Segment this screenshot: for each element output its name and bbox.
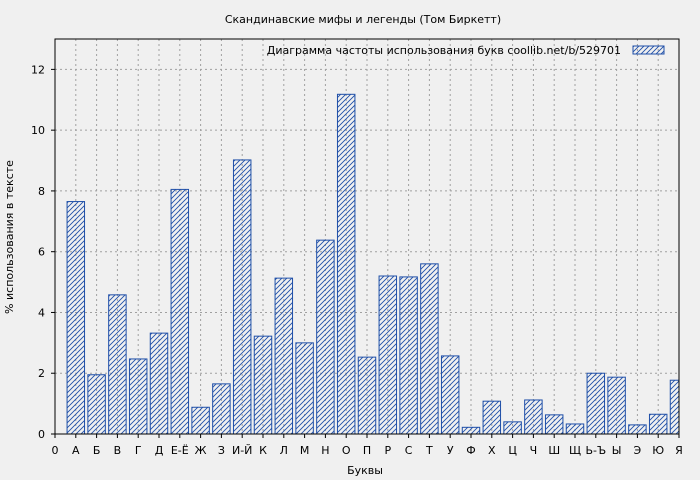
- x-tick-label: Р: [384, 444, 391, 457]
- x-tick-label: Я: [675, 444, 683, 457]
- bar-Г: [128, 358, 148, 435]
- x-tick-label: Е-Ё: [171, 444, 189, 457]
- x-tick-label: Ж: [195, 444, 207, 457]
- bar-Ч: [524, 399, 543, 435]
- x-tick-label: О: [342, 444, 351, 457]
- x-tick-label: А: [72, 444, 80, 457]
- x-tick-label: Ц: [508, 444, 517, 457]
- x-tick-label: Ч: [530, 444, 538, 457]
- bar-Ш: [544, 414, 564, 435]
- bar-Х: [482, 400, 502, 435]
- x-tick-label: Ф: [466, 444, 475, 457]
- chart-title: Скандинавские мифы и легенды (Том Биркет…: [225, 13, 501, 26]
- x-tick-label: Ы: [612, 444, 622, 457]
- bar-Е-Ё: [170, 188, 190, 435]
- y-tick-label: 10: [31, 124, 45, 137]
- x-tick-label: Г: [135, 444, 142, 457]
- x-tick-label: В: [114, 444, 122, 457]
- x-tick-label: Ь-Ъ: [585, 444, 606, 457]
- bar-Ж: [191, 406, 210, 435]
- x-tick-label: Щ: [569, 444, 581, 457]
- bar-О: [336, 93, 356, 435]
- x-tick-label: Л: [280, 444, 288, 457]
- y-tick-label: 0: [38, 428, 45, 441]
- bar-Э: [628, 424, 647, 435]
- x-tick-label: Х: [488, 444, 496, 457]
- y-axis-ticks: 0 2 4 6 8 10 12: [31, 63, 55, 441]
- x-tick-label: Т: [425, 444, 433, 457]
- bar-З: [212, 383, 231, 435]
- y-tick-label: 2: [38, 367, 45, 380]
- y-tick-label: 12: [31, 63, 45, 76]
- x-axis-label: Буквы: [347, 464, 383, 477]
- bar-Ы: [607, 376, 626, 435]
- bar-Н: [316, 239, 335, 435]
- bar-Л: [274, 277, 294, 435]
- legend: Диаграмма частоты использования букв coo…: [267, 44, 665, 57]
- y-axis-label: % использования в тексте: [3, 160, 16, 314]
- bar-М: [295, 342, 314, 435]
- x-tick-label: 0: [52, 444, 59, 457]
- bar-Я: [669, 379, 680, 435]
- y-tick-label: 6: [38, 246, 45, 259]
- x-tick-label: Э: [634, 444, 642, 457]
- bar-Р: [378, 275, 398, 435]
- grid: [55, 39, 679, 434]
- bar-Д: [149, 332, 169, 435]
- bar-Ц: [503, 421, 522, 435]
- bar-Щ: [565, 423, 585, 435]
- x-axis-ticks: 0 А Б В Г Д Е-Ё Ж З И-Й К Л М Н О П Р С Т У Ф Х Ц Ч Ш Щ Ь-Ъ Ы Э Ю Я: [52, 434, 683, 457]
- bar-К: [253, 335, 273, 435]
- bar-И-Й: [232, 159, 252, 435]
- bar-Ф: [461, 426, 481, 435]
- x-tick-label: Ш: [548, 444, 560, 457]
- x-tick-label: У: [447, 444, 454, 457]
- bar-В: [108, 294, 127, 435]
- x-tick-label: К: [259, 444, 267, 457]
- x-tick-label: З: [218, 444, 225, 457]
- x-tick-label: М: [300, 444, 310, 457]
- bar-Б: [87, 374, 106, 435]
- bar-Ь-Ъ: [586, 372, 606, 435]
- bar-Т: [420, 263, 439, 435]
- x-tick-label: Д: [155, 444, 164, 457]
- x-tick-label: И-Й: [232, 444, 252, 457]
- x-tick-label: Б: [93, 444, 101, 457]
- x-tick-label: П: [363, 444, 371, 457]
- y-tick-label: 8: [38, 185, 45, 198]
- bar-С: [399, 276, 418, 435]
- bar-П: [357, 356, 377, 435]
- bar-А: [66, 201, 86, 435]
- x-tick-label: С: [405, 444, 413, 457]
- legend-swatch: [632, 45, 665, 55]
- bar-У: [440, 355, 460, 435]
- bar-Ю: [648, 413, 668, 435]
- y-tick-label: 4: [38, 306, 45, 319]
- x-tick-label: Н: [321, 444, 329, 457]
- x-tick-label: Ю: [652, 444, 664, 457]
- legend-label: Диаграмма частоты использования букв coo…: [267, 44, 621, 57]
- bars: [66, 93, 680, 435]
